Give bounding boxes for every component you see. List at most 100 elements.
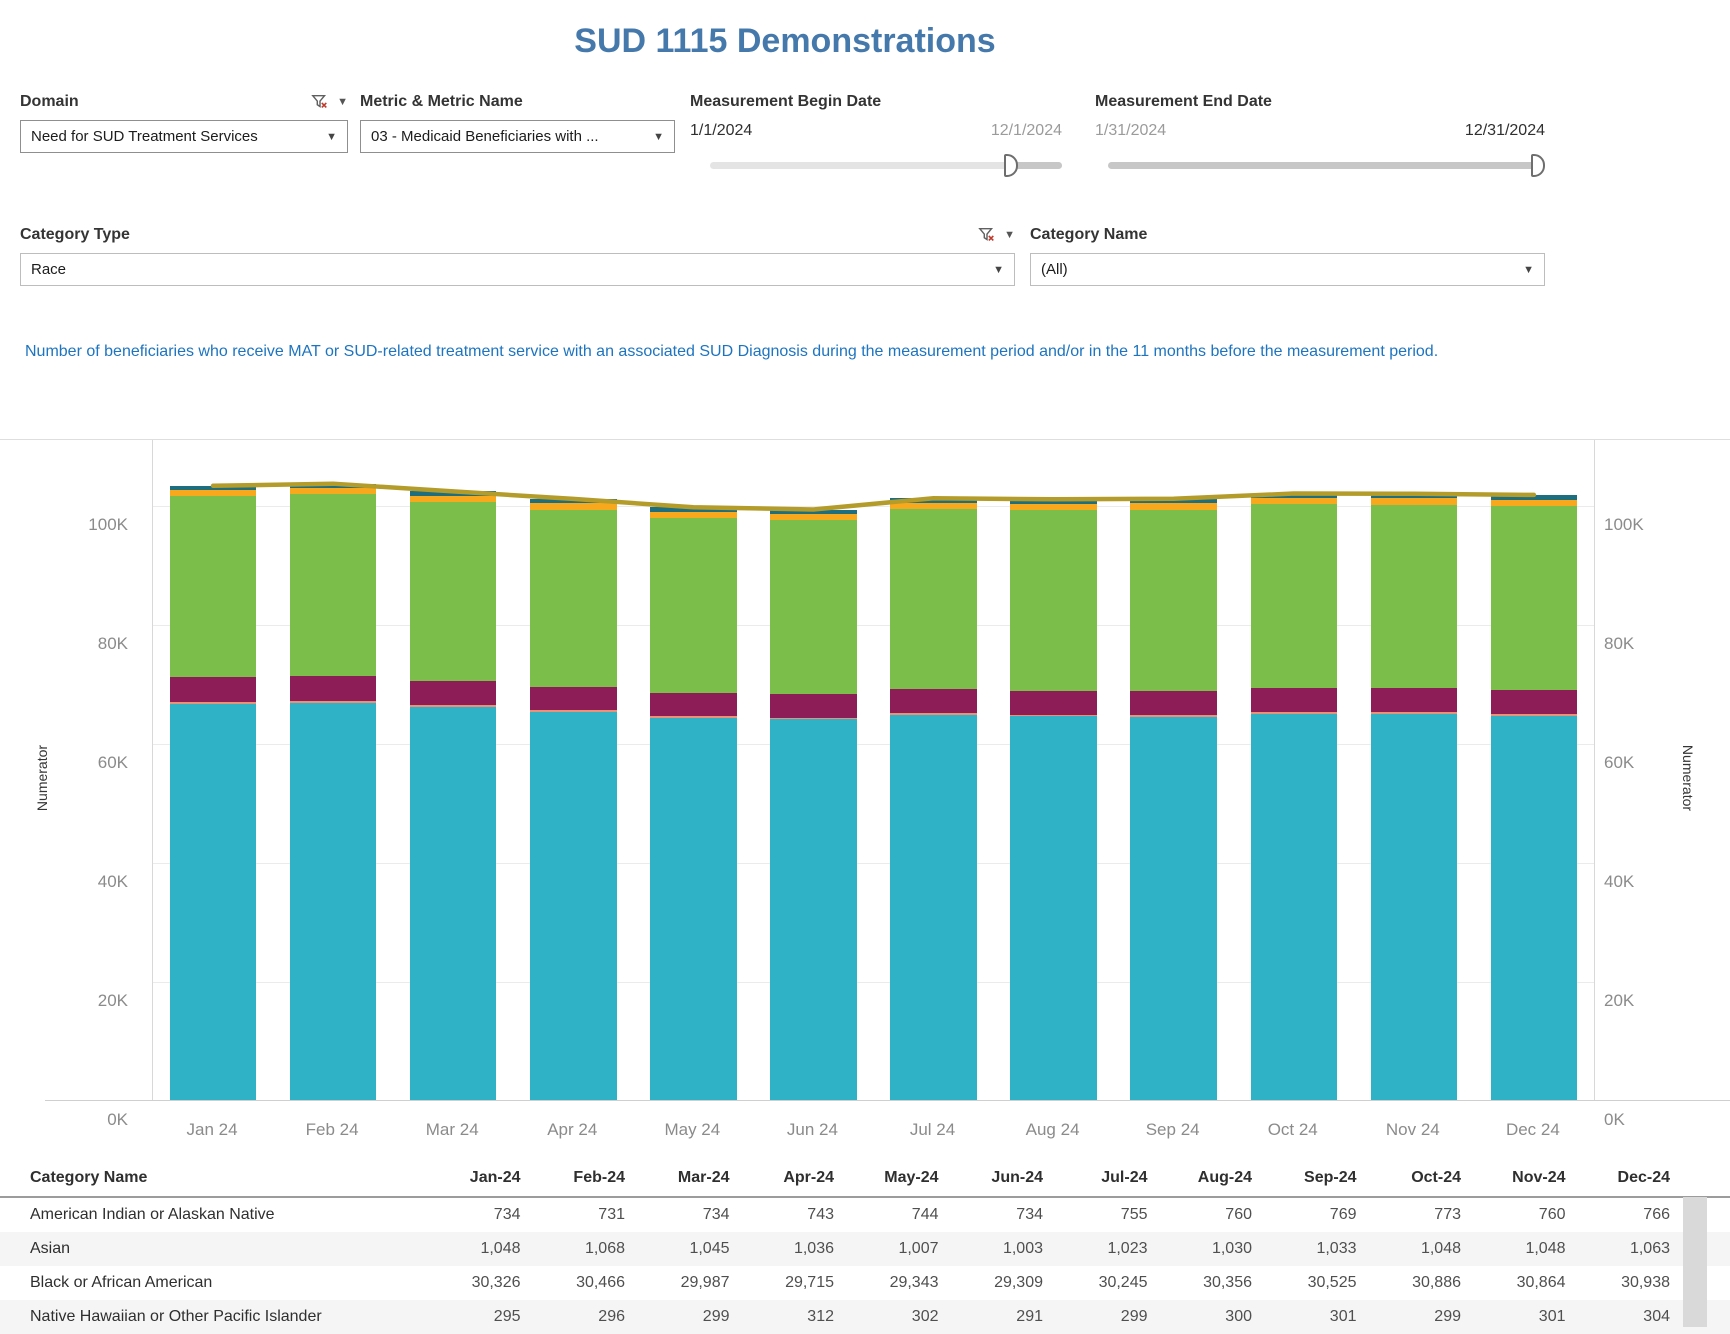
table-month-header: Mar-24 bbox=[629, 1169, 734, 1187]
bar-segment[interactable] bbox=[1010, 716, 1096, 1101]
table-month-header: Jun-24 bbox=[943, 1169, 1048, 1187]
stacked-bar bbox=[1251, 440, 1337, 1101]
stacked-bar bbox=[170, 440, 256, 1101]
domain-dropdown[interactable]: Need for SUD Treatment Services ▼ bbox=[20, 120, 348, 153]
bar-segment[interactable] bbox=[890, 715, 976, 1101]
begin-date-slider-range bbox=[1012, 162, 1062, 169]
measurement-end-date-filter: Measurement End Date 1/31/2024 12/31/202… bbox=[1095, 90, 1545, 178]
bar-segment[interactable] bbox=[890, 509, 976, 689]
y-tick-label: 80K bbox=[1604, 634, 1724, 654]
table-cell: 1,063 bbox=[1570, 1240, 1675, 1258]
bar-slot bbox=[1474, 440, 1594, 1101]
bar-segment[interactable] bbox=[650, 693, 736, 716]
y-tick-label: 40K bbox=[1604, 872, 1724, 892]
bar-segment[interactable] bbox=[530, 687, 616, 711]
table-row: Black or African American30,32630,46629,… bbox=[0, 1266, 1730, 1300]
bar-segment[interactable] bbox=[650, 718, 736, 1101]
table-row-label: American Indian or Alaskan Native bbox=[0, 1206, 420, 1224]
bar-slot bbox=[873, 440, 993, 1101]
table-header-row: Category Name Jan-24Feb-24Mar-24Apr-24Ma… bbox=[0, 1160, 1730, 1198]
data-table: Category Name Jan-24Feb-24Mar-24Apr-24Ma… bbox=[0, 1160, 1730, 1334]
table-row: Native Hawaiian or Other Pacific Islande… bbox=[0, 1300, 1730, 1334]
bar-segment[interactable] bbox=[1130, 691, 1216, 715]
table-cell: 734 bbox=[943, 1206, 1048, 1224]
table-cell: 744 bbox=[838, 1206, 943, 1224]
metric-dropdown[interactable]: 03 - Medicaid Beneficiaries with ... ▼ bbox=[360, 120, 675, 153]
table-cell: 300 bbox=[1152, 1308, 1257, 1326]
table-cell: 30,356 bbox=[1152, 1274, 1257, 1292]
right-axis-title: Numerator bbox=[1680, 718, 1696, 838]
month-label: Jun 24 bbox=[752, 1112, 872, 1140]
stacked-bar bbox=[530, 440, 616, 1101]
bar-segment[interactable] bbox=[770, 719, 856, 1101]
bar-segment[interactable] bbox=[1491, 716, 1577, 1101]
filter-menu-caret-icon[interactable]: ▼ bbox=[1004, 230, 1015, 241]
bar-segment[interactable] bbox=[1491, 506, 1577, 690]
bar-segment[interactable] bbox=[1130, 717, 1216, 1101]
bar-slot bbox=[1114, 440, 1234, 1101]
table-cell: 30,525 bbox=[1256, 1274, 1361, 1292]
stacked-bar bbox=[1010, 440, 1096, 1101]
bar-segment[interactable] bbox=[290, 703, 376, 1101]
bar-slot bbox=[994, 440, 1114, 1101]
bar-segment[interactable] bbox=[290, 494, 376, 675]
bar-segment[interactable] bbox=[770, 694, 856, 717]
table-cell: 773 bbox=[1361, 1206, 1466, 1224]
table-cell: 299 bbox=[1361, 1308, 1466, 1326]
table-cell: 295 bbox=[420, 1308, 525, 1326]
category-name-label: Category Name bbox=[1030, 226, 1545, 244]
bar-segment[interactable] bbox=[170, 496, 256, 677]
bar-segment[interactable] bbox=[410, 681, 496, 705]
x-axis-line bbox=[45, 1100, 1730, 1101]
bar-segment[interactable] bbox=[1371, 688, 1457, 712]
chevron-down-icon: ▼ bbox=[326, 131, 337, 143]
end-date-slider-handle[interactable] bbox=[1531, 154, 1545, 177]
begin-date-slider-handle[interactable] bbox=[1004, 154, 1018, 177]
bar-segment[interactable] bbox=[1251, 688, 1337, 712]
month-label: Feb 24 bbox=[272, 1112, 392, 1140]
table-cell: 30,466 bbox=[525, 1274, 630, 1292]
bar-segment[interactable] bbox=[410, 502, 496, 681]
stacked-bar bbox=[1491, 440, 1577, 1101]
bar-segment[interactable] bbox=[1251, 504, 1337, 688]
bar-segment[interactable] bbox=[890, 689, 976, 713]
table-cell: 769 bbox=[1256, 1206, 1361, 1224]
end-date-slider-track[interactable] bbox=[1108, 162, 1545, 169]
bar-segment[interactable] bbox=[650, 518, 736, 693]
table-cell: 734 bbox=[629, 1206, 734, 1224]
table-scrollbar-thumb[interactable] bbox=[1683, 1197, 1707, 1327]
bars-container bbox=[153, 440, 1594, 1101]
clear-filter-icon[interactable] bbox=[311, 93, 329, 111]
table-month-header: May-24 bbox=[838, 1169, 943, 1187]
filter-menu-caret-icon[interactable]: ▼ bbox=[337, 97, 348, 108]
bar-segment[interactable] bbox=[1010, 510, 1096, 691]
domain-dropdown-value: Need for SUD Treatment Services bbox=[31, 128, 318, 145]
clear-filter-icon[interactable] bbox=[978, 226, 996, 244]
table-cell: 1,007 bbox=[838, 1240, 943, 1258]
y-tick-label: 20K bbox=[1604, 991, 1724, 1011]
category-type-dropdown[interactable]: Race ▼ bbox=[20, 253, 1015, 286]
begin-date-label: Measurement Begin Date bbox=[690, 93, 1062, 111]
bar-segment[interactable] bbox=[170, 704, 256, 1101]
bar-segment[interactable] bbox=[410, 707, 496, 1101]
bar-segment[interactable] bbox=[1010, 691, 1096, 715]
bar-segment[interactable] bbox=[530, 712, 616, 1101]
bar-segment[interactable] bbox=[1251, 714, 1337, 1101]
bar-segment[interactable] bbox=[290, 676, 376, 701]
month-label: Apr 24 bbox=[512, 1112, 632, 1140]
bar-segment[interactable] bbox=[170, 677, 256, 702]
table-cell: 304 bbox=[1570, 1308, 1675, 1326]
bar-segment[interactable] bbox=[1371, 505, 1457, 689]
table-row-label: Native Hawaiian or Other Pacific Islande… bbox=[0, 1308, 420, 1326]
table-cell: 1,030 bbox=[1152, 1240, 1257, 1258]
bar-segment[interactable] bbox=[530, 510, 616, 687]
table-cell: 29,987 bbox=[629, 1274, 734, 1292]
category-name-dropdown[interactable]: (All) ▼ bbox=[1030, 253, 1545, 286]
bar-segment[interactable] bbox=[770, 520, 856, 695]
table-cell: 1,033 bbox=[1256, 1240, 1361, 1258]
bar-slot bbox=[1234, 440, 1354, 1101]
bar-segment[interactable] bbox=[1130, 510, 1216, 692]
bar-segment[interactable] bbox=[1491, 690, 1577, 714]
month-label: Aug 24 bbox=[993, 1112, 1113, 1140]
bar-segment[interactable] bbox=[1371, 714, 1457, 1101]
